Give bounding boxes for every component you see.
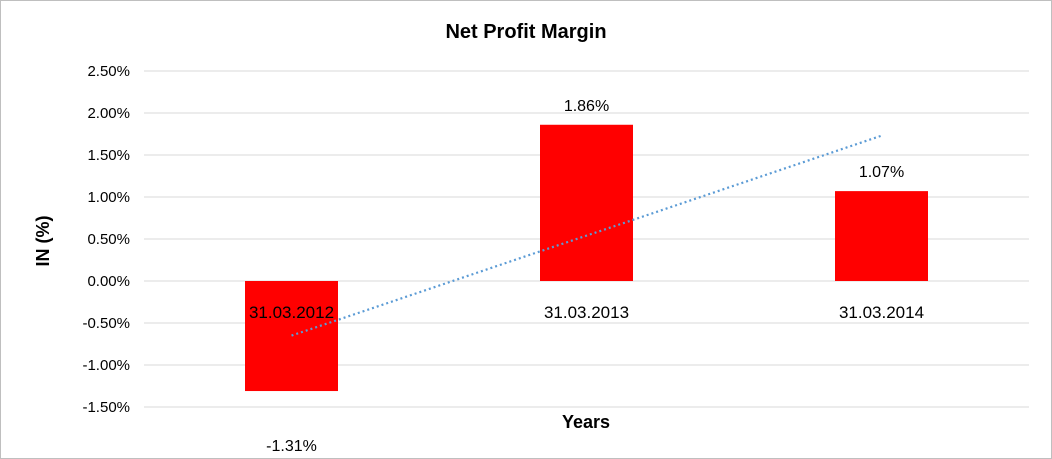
y-tick-label: 0.50% [87,231,130,248]
y-tick-label: 0.00% [87,273,130,290]
bar [540,124,633,281]
bar [245,281,338,392]
bar [835,191,928,281]
trendline-layer [291,134,882,337]
y-tick-label: -1.00% [82,357,130,374]
category-label: 31.03.2012 [249,303,334,322]
data-labels: -1.31% 1.86% 1.07% [266,98,904,455]
y-tick-labels: 2.50% 2.00% 1.50% 1.00% 0.50% 0.00% -0.50% -1.0… [82,63,130,416]
chart-title: Net Profit Margin [445,21,606,43]
data-label: -1.31% [266,438,317,455]
y-axis-title: IN (%) [33,216,53,267]
x-axis-title: Years [562,412,610,432]
y-tick-label: 1.00% [87,189,130,206]
category-label: 31.03.2014 [839,303,924,322]
y-tick-label: -0.50% [82,315,130,332]
bars [245,124,928,392]
trendline [291,134,882,337]
y-tick-label: 1.50% [87,147,130,164]
category-labels: 31.03.2012 31.03.2013 31.03.2014 [249,303,924,322]
category-label: 31.03.2013 [544,303,629,322]
y-tick-label: 2.50% [87,63,130,80]
data-label: 1.86% [564,98,609,115]
y-tick-label: -1.50% [82,399,130,416]
data-label: 1.07% [859,164,904,181]
y-tick-label: 2.00% [87,105,130,122]
